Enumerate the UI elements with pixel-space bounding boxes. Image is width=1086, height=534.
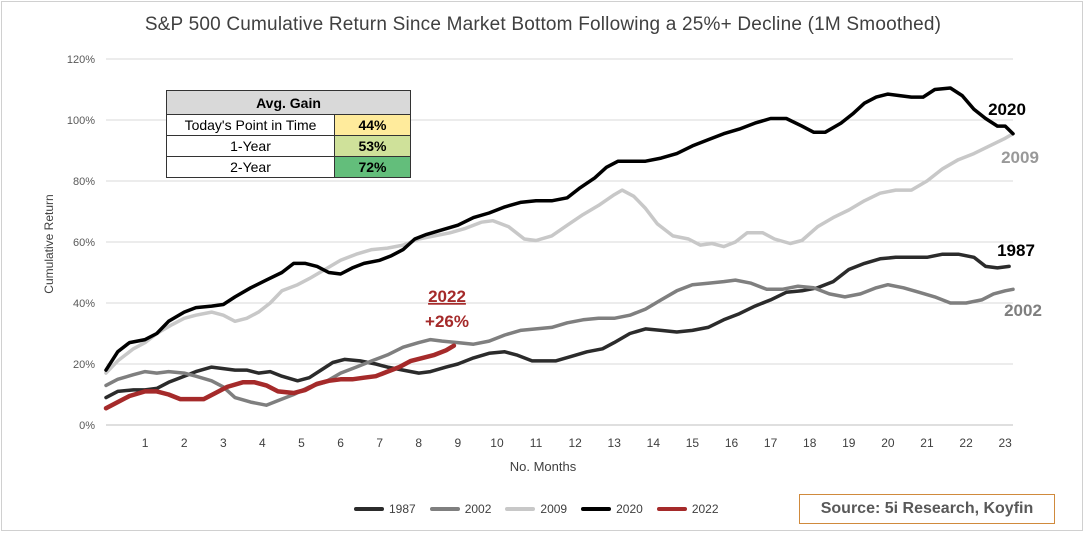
row-value-2y: 72% <box>334 156 411 178</box>
x-tick-3: 3 <box>220 436 227 450</box>
label-2020: 2020 <box>988 100 1026 119</box>
legend-swatch-2002 <box>429 507 460 511</box>
row-label-today: Today's Point in Time <box>166 114 335 136</box>
legend-swatch-2020 <box>581 507 612 511</box>
y-tick-40: 40% <box>73 298 95 310</box>
legend-swatch-1987 <box>354 507 384 511</box>
x-tick-labels: 1 2 3 4 5 6 7 8 9 10 11 12 13 14 15 16 17 18 19 20 21 22 23 <box>142 436 1012 450</box>
row-value-today: 44% <box>334 114 411 136</box>
legend-label-2002: 2002 <box>464 502 492 516</box>
x-tick-12: 12 <box>568 436 582 450</box>
legend-label-2009: 2009 <box>540 502 568 516</box>
y-tick-100: 100% <box>67 115 95 127</box>
row-label-2y: 2-Year <box>166 156 335 178</box>
y-axis-label: Cumulative Return <box>42 194 56 294</box>
x-tick-17: 17 <box>764 436 778 450</box>
row-label-1y: 1-Year <box>166 135 335 157</box>
legend-item-2009: 2009 <box>505 502 567 516</box>
table-row: 2-Year 72% <box>166 156 411 178</box>
row-value-1y: 53% <box>334 135 411 157</box>
y-tick-20: 20% <box>73 359 95 371</box>
table-row: 1-Year 53% <box>166 135 411 157</box>
y-tick-0: 0% <box>79 420 95 432</box>
x-tick-6: 6 <box>337 436 344 450</box>
y-tick-120: 120% <box>67 54 95 66</box>
series-line-2020 <box>104 86 1015 372</box>
x-tick-13: 13 <box>608 436 622 450</box>
avg-gain-table: Avg. Gain Today's Point in Time 44% 1-Ye… <box>166 90 411 178</box>
x-tick-7: 7 <box>376 436 383 450</box>
label-2022-year: 2022 <box>428 287 466 306</box>
table-row: Today's Point in Time 44% <box>166 114 411 136</box>
label-1987: 1987 <box>997 241 1035 260</box>
x-tick-11: 11 <box>530 436 543 450</box>
legend-item-2020: 2020 <box>581 502 643 516</box>
series-line-1987 <box>104 252 1011 400</box>
x-tick-14: 14 <box>647 436 661 450</box>
label-2009: 2009 <box>1001 148 1039 167</box>
x-tick-8: 8 <box>415 436 422 450</box>
label-2022-gain: +26% <box>425 312 469 331</box>
x-tick-18: 18 <box>803 436 817 450</box>
legend-label-2020: 2020 <box>616 502 643 516</box>
source-box: Source: 5i Research, Koyfin <box>799 494 1055 524</box>
x-tick-21: 21 <box>920 436 934 450</box>
series-line-2002 <box>104 278 1015 407</box>
x-tick-20: 20 <box>881 436 895 450</box>
legend-label-1987: 1987 <box>389 502 416 516</box>
grid-lines <box>106 58 1013 426</box>
chart-legend: 1987 2002 2009 2020 2022 <box>354 502 733 516</box>
label-2002: 2002 <box>1004 301 1042 320</box>
x-tick-1: 1 <box>142 436 149 450</box>
x-tick-16: 16 <box>725 436 739 450</box>
chart-title: S&P 500 Cumulative Return Since Market B… <box>144 14 942 35</box>
x-tick-9: 9 <box>455 436 462 450</box>
x-tick-19: 19 <box>842 436 856 450</box>
x-tick-15: 15 <box>686 436 700 450</box>
y-tick-60: 60% <box>73 237 95 249</box>
x-tick-22: 22 <box>959 436 973 450</box>
x-axis-label: No. Months <box>509 459 577 474</box>
legend-item-2022: 2022 <box>656 502 719 516</box>
legend-label-2022: 2022 <box>691 502 719 516</box>
series-line-2009 <box>104 131 1015 375</box>
legend-item-1987: 1987 <box>354 502 416 516</box>
series-annotations: 2020 2009 1987 2002 2022 +26% <box>425 100 1042 331</box>
x-tick-23: 23 <box>999 436 1013 450</box>
legend-item-2002: 2002 <box>429 502 492 516</box>
series-line-2022 <box>103 343 457 411</box>
x-tick-2: 2 <box>181 436 188 450</box>
y-tick-labels: 0% 20% 40% 60% 80% 100% 120% <box>67 54 95 432</box>
avg-gain-header: Avg. Gain <box>166 90 411 115</box>
series-lines <box>103 86 1015 411</box>
legend-swatch-2009 <box>505 507 536 511</box>
x-tick-5: 5 <box>298 436 305 450</box>
legend-swatch-2022 <box>656 507 687 511</box>
x-tick-4: 4 <box>259 436 266 450</box>
y-tick-80: 80% <box>73 176 95 188</box>
x-tick-10: 10 <box>490 436 504 450</box>
